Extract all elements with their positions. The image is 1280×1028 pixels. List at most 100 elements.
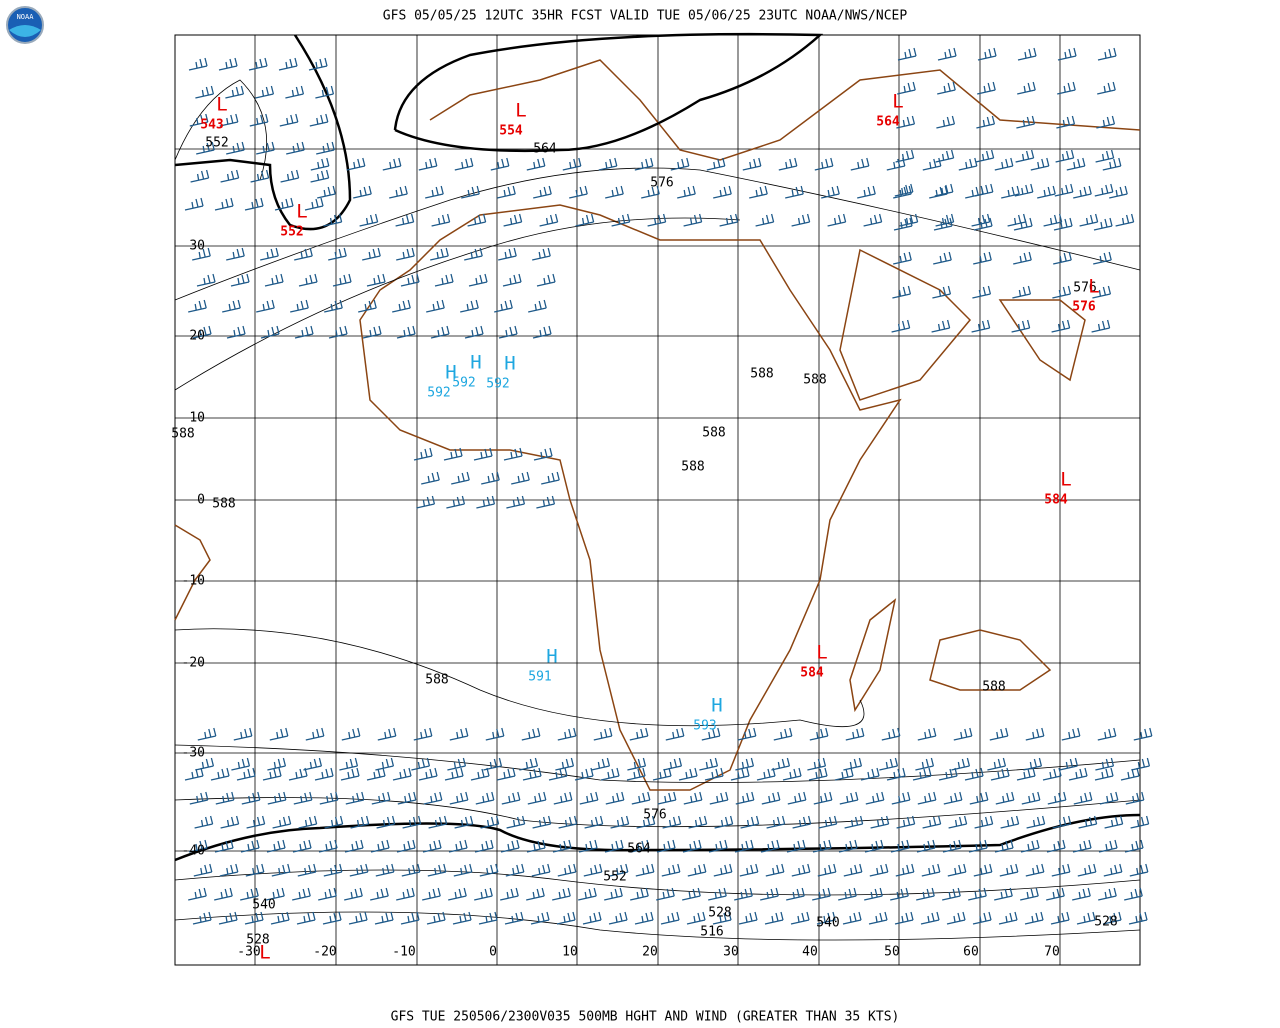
low-value: 543 [200, 118, 223, 133]
wind-barb [556, 911, 576, 925]
wind-barb [371, 791, 391, 805]
wind-barb [686, 911, 706, 925]
wind-barb [972, 911, 992, 925]
wind-barb [760, 839, 780, 853]
wind-barb [400, 273, 420, 287]
wind-barb [274, 197, 294, 211]
wind-barb [425, 185, 444, 199]
wind-barb [214, 887, 233, 901]
wind-barb [1020, 887, 1039, 901]
wind-barb [998, 911, 1018, 925]
wind-barb [526, 157, 546, 171]
wind-barb [1047, 791, 1067, 805]
wind-barb [189, 113, 209, 127]
wind-barb [1024, 911, 1044, 925]
wind-barb [773, 727, 793, 741]
wind-barb [396, 887, 415, 901]
wind-barb [1093, 251, 1112, 265]
wind-barb [503, 213, 523, 227]
wind-barb [583, 863, 603, 877]
wind-barb [451, 471, 470, 485]
wind-barb [782, 767, 802, 781]
wind-barb [1098, 887, 1117, 901]
wind-barb [942, 839, 962, 853]
wind-barb [916, 887, 935, 901]
wind-barb [494, 299, 513, 313]
wind-barb [1104, 815, 1124, 829]
wind-barb [920, 911, 940, 925]
lat-label: 10 [189, 411, 205, 426]
wind-barb [1120, 767, 1140, 781]
contour-label: 588 [681, 460, 704, 475]
wind-barb [475, 791, 495, 805]
wind-barb [973, 251, 992, 265]
wind-barb [575, 213, 595, 227]
contour-label: 588 [425, 673, 448, 688]
wind-barb [1017, 81, 1036, 95]
wind-barb [294, 247, 313, 261]
low-symbol: L [1060, 469, 1071, 491]
wind-barb [791, 863, 811, 877]
wind-barb [431, 213, 451, 227]
wind-barb [346, 157, 366, 171]
wind-barb [842, 911, 862, 925]
wind-barb [184, 197, 204, 211]
wind-barb [765, 863, 785, 877]
wind-barb [1079, 213, 1099, 227]
wind-barb [193, 863, 213, 877]
wind-barb [297, 863, 317, 877]
lon-label: 40 [802, 945, 818, 960]
contour-label: 552 [603, 870, 626, 885]
low-value: 564 [876, 115, 900, 130]
wind-barb [917, 791, 937, 805]
wind-barb [881, 727, 901, 741]
lon-label: 50 [884, 945, 900, 960]
wind-barb [677, 185, 696, 199]
wind-barb [197, 727, 217, 741]
lat-label: 30 [189, 239, 205, 254]
wind-barb [309, 113, 329, 127]
wind-barb [530, 911, 550, 925]
wind-barb [1097, 727, 1117, 741]
wind-barb [1124, 887, 1143, 901]
wind-barb [416, 495, 436, 509]
wind-barb [912, 767, 932, 781]
wind-barb [933, 251, 952, 265]
wind-barb [1025, 727, 1045, 741]
wind-barb [262, 767, 282, 781]
wind-barb [605, 185, 624, 199]
wind-barb [899, 213, 919, 227]
wind-barb [194, 815, 214, 829]
wind-barb [1016, 115, 1036, 129]
wind-barb [931, 319, 951, 333]
lat-label: -30 [182, 746, 205, 761]
wind-barb [896, 815, 916, 829]
wind-barb [505, 863, 525, 877]
wind-barb [219, 863, 239, 877]
wind-barb [761, 791, 781, 805]
wind-barb [818, 815, 838, 829]
wind-barb [1094, 183, 1114, 197]
wind-barb [683, 213, 703, 227]
wind-barb [656, 887, 675, 901]
high-symbol: H [546, 646, 557, 668]
wind-barb [792, 815, 812, 829]
wind-barb [476, 495, 496, 509]
wind-barb [503, 447, 523, 461]
wind-barb [392, 767, 412, 781]
wind-barb [834, 767, 854, 781]
wind-barb [652, 767, 672, 781]
wind-barb [260, 325, 280, 339]
wind-barb [1129, 863, 1149, 877]
wind-barb [244, 911, 264, 925]
wind-barb [184, 767, 204, 781]
wind-barb [838, 839, 858, 853]
wind-barb [935, 213, 955, 227]
wind-barb [915, 757, 935, 771]
lon-label: 10 [562, 945, 578, 960]
wind-barb [454, 815, 474, 829]
wind-barb [1021, 791, 1041, 805]
wind-barb [219, 113, 239, 127]
wind-barb [1068, 767, 1088, 781]
